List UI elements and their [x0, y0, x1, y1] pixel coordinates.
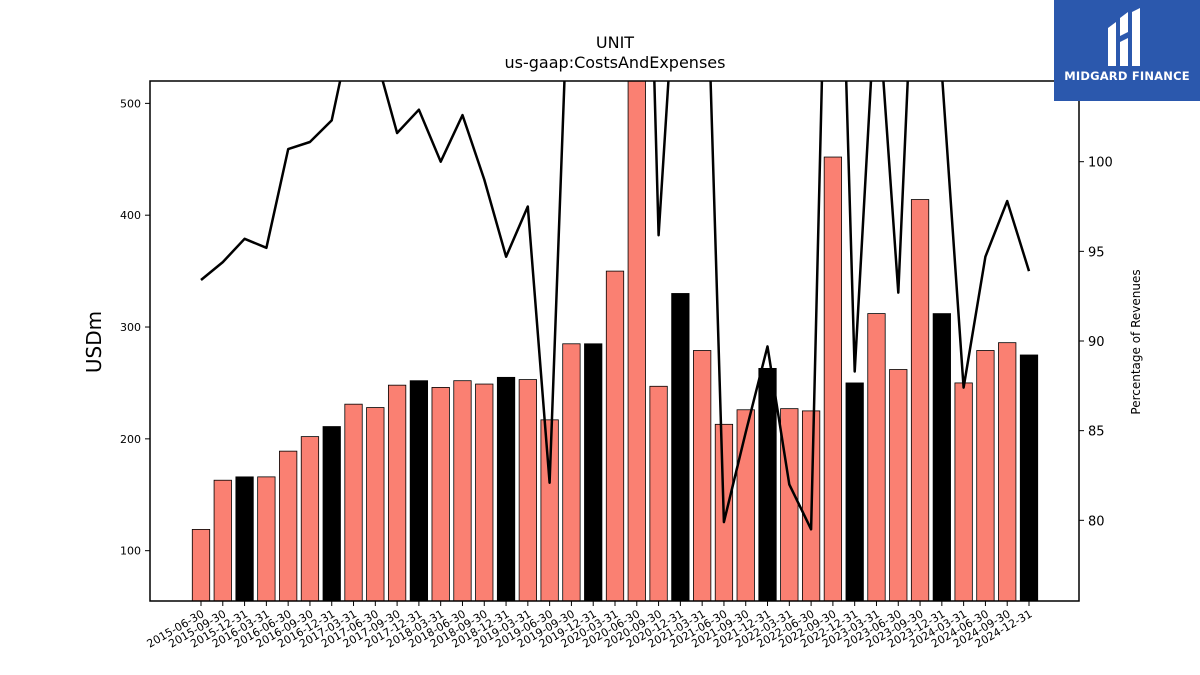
bar: [758, 367, 777, 601]
y-tick-label: 500: [120, 97, 141, 110]
y2-tick-label: 85: [1088, 425, 1105, 440]
bar: [344, 403, 363, 601]
bar: [954, 382, 973, 601]
bar: [409, 380, 429, 601]
bar: [627, 81, 646, 601]
bar: [453, 380, 472, 601]
chart-title: UNIT: [596, 33, 634, 52]
x-axis-ticks: 2015-06-302015-09-302015-12-312016-03-31…: [145, 601, 1035, 651]
logo-text: MIDGARD FINANCE: [1064, 69, 1190, 83]
bar: [910, 199, 930, 601]
y-axis-ticks: 100 200 300 400 500: [120, 97, 150, 558]
bar: [235, 476, 254, 601]
bar: [279, 450, 298, 601]
bar: [366, 407, 385, 601]
y2-axis-label: Percentage of Revenues: [1129, 269, 1143, 414]
bar: [605, 270, 625, 601]
bar: [257, 476, 276, 601]
bar: [976, 350, 995, 601]
y2-tick-label: 90: [1088, 335, 1105, 350]
y2-tick-label: 100: [1088, 156, 1113, 171]
bar: [780, 408, 799, 601]
bar: [496, 376, 516, 601]
bar: [584, 343, 603, 601]
bar: [671, 293, 690, 601]
bar: [867, 313, 886, 601]
bar: [387, 384, 407, 601]
y-tick-label: 200: [120, 433, 141, 446]
y-tick-label: 300: [120, 321, 141, 334]
bar: [475, 383, 494, 601]
y-tick-label: 400: [120, 209, 141, 222]
bar: [1019, 354, 1039, 601]
bar: [518, 379, 537, 601]
bar: [736, 409, 755, 601]
brand-logo: MIDGARD FINANCE: [1054, 0, 1200, 101]
bar: [213, 479, 232, 601]
percentage-line: [200, 81, 1031, 531]
y-tick-label: 100: [120, 545, 141, 558]
bar-series: [191, 81, 1039, 601]
line-series: [200, 81, 1031, 531]
bar: [322, 426, 341, 601]
bar: [300, 436, 320, 601]
chart-subtitle: us-gaap:CostsAndExpenses: [505, 53, 726, 72]
bar: [562, 343, 581, 601]
y2-tick-label: 95: [1088, 245, 1105, 260]
bar: [540, 419, 559, 601]
bar: [431, 387, 450, 601]
plot-frame: [149, 80, 1080, 602]
bar: [845, 382, 864, 601]
bar: [889, 369, 908, 601]
bar: [998, 342, 1017, 601]
bar: [649, 385, 668, 601]
bar: [932, 313, 951, 601]
bar: [693, 350, 712, 601]
y-axis-label: USDm: [82, 311, 106, 373]
bar: [191, 529, 211, 601]
bar: [823, 156, 843, 601]
y2-axis-ticks: 80 85 90 95 100: [1079, 156, 1113, 529]
y2-tick-label: 80: [1088, 514, 1105, 529]
logo-mark-icon: [1108, 8, 1140, 66]
